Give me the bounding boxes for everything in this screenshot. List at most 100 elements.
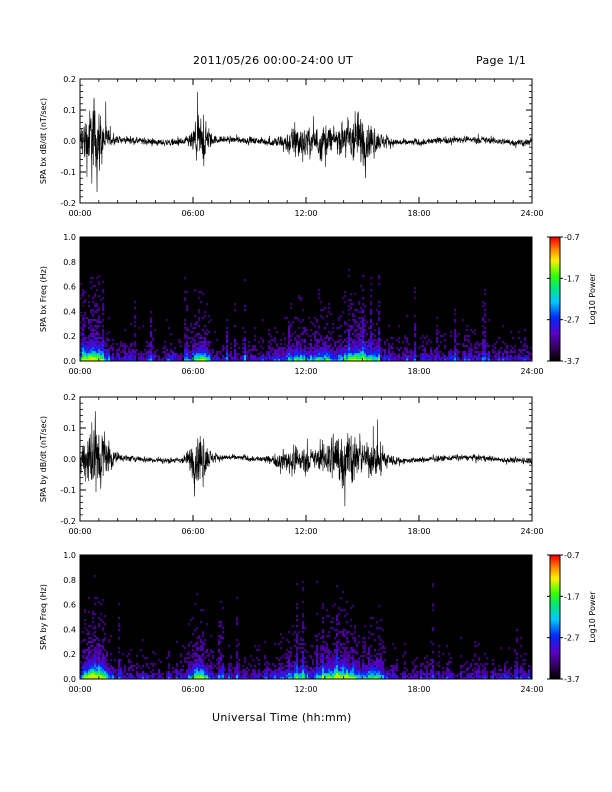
spectrogram-cell — [458, 351, 461, 354]
spectrogram-cell — [324, 667, 327, 670]
spectrogram-cell — [350, 357, 353, 360]
spectrogram-cell — [332, 359, 335, 362]
spectrogram-cell — [358, 677, 361, 680]
spectrogram-cell — [326, 615, 329, 618]
spectrogram-cell — [226, 675, 229, 678]
spectrogram-cell — [482, 317, 485, 320]
spectrogram-cell — [180, 669, 183, 672]
spectrogram-cell — [276, 357, 279, 360]
spectrogram-cell — [316, 349, 319, 352]
spectrogram-cell — [432, 643, 435, 646]
spectrogram-cell — [206, 667, 209, 670]
spectrogram-cell — [84, 313, 87, 316]
spectrogram-cell — [374, 355, 377, 358]
spectrogram-cell — [252, 347, 255, 350]
spectrogram-cell — [304, 677, 307, 680]
spectrogram-cell — [226, 357, 229, 360]
spectrogram-cell — [516, 355, 519, 358]
spectrogram-cell — [376, 355, 379, 358]
y-tick-label: -0.1 — [60, 486, 76, 495]
spectrogram-cell — [290, 667, 293, 670]
spectrogram-cell — [478, 345, 481, 348]
spectrogram-cell — [288, 671, 291, 674]
spectrogram-cell — [162, 351, 165, 354]
spectrogram-cell — [298, 357, 301, 360]
spectrogram-cell — [194, 343, 197, 346]
spectrogram-cell — [328, 615, 331, 618]
spectrogram-cell — [402, 675, 405, 678]
spectrogram-cell — [326, 655, 329, 658]
spectrogram-cell — [296, 317, 299, 320]
colorbar-swatch — [550, 327, 560, 331]
spectrogram-cell — [404, 663, 407, 666]
spectrogram-cell — [220, 667, 223, 670]
spectrogram-cell — [348, 673, 351, 676]
spectrogram-cell — [322, 353, 325, 356]
spectrogram-cell — [98, 625, 101, 628]
spectrogram-cell — [150, 319, 153, 322]
spectrogram-cell — [98, 325, 101, 328]
spectrogram-cell — [352, 663, 355, 666]
spectrogram-cell — [218, 643, 221, 646]
spectrogram-cell — [98, 307, 101, 310]
spectrogram-cell — [102, 353, 105, 356]
spectrogram-cell — [222, 663, 225, 666]
spectrogram-cell — [176, 357, 179, 360]
spectrogram-cell — [222, 671, 225, 674]
spectrogram-cell — [336, 355, 339, 358]
spectrogram-cell — [238, 359, 241, 362]
spectrogram-cell — [158, 357, 161, 360]
spectrogram-cell — [200, 675, 203, 678]
spectrogram-cell — [358, 337, 361, 340]
spectrogram-cell — [378, 337, 381, 340]
spectrogram-cell — [146, 657, 149, 660]
spectrogram-cell — [530, 359, 533, 362]
spectrogram-cell — [344, 353, 347, 356]
spectrogram-cell — [364, 667, 367, 670]
spectrogram-cell — [100, 671, 103, 674]
spectrogram-cell — [360, 347, 363, 350]
spectrogram-cell — [430, 677, 433, 680]
spectrogram-cell — [370, 671, 373, 674]
spectrogram-cell — [326, 359, 329, 362]
spectrogram-cell — [462, 671, 465, 674]
spectrogram-cell — [220, 601, 223, 604]
spectrogram-cell — [98, 653, 101, 656]
spectrogram-cell — [96, 667, 99, 670]
spectrogram-cell — [104, 351, 107, 354]
y-tick-label: 0.6 — [63, 601, 76, 610]
spectrogram-cell — [244, 673, 247, 676]
spectrogram-cell — [82, 319, 85, 322]
spectrogram-cell — [350, 677, 353, 680]
spectrogram-cell — [168, 675, 171, 678]
spectrogram-cell — [350, 325, 353, 328]
spectrogram-cell — [136, 349, 139, 352]
spectrogram-cell — [96, 337, 99, 340]
spectrogram-cell — [96, 349, 99, 352]
spectrogram-cell — [338, 639, 341, 642]
spectrogram-cell — [322, 355, 325, 358]
spectrogram-cell — [102, 345, 105, 348]
spectrogram-cell — [246, 675, 249, 678]
colorbar-swatch — [550, 583, 560, 587]
spectrogram-cell — [284, 317, 287, 320]
spectrogram-cell — [466, 675, 469, 678]
spectrogram-cell — [302, 353, 305, 356]
spectrogram-cell — [502, 673, 505, 676]
spectrogram-cell — [302, 671, 305, 674]
spectrogram-cell — [300, 351, 303, 354]
spectrogram-cell — [454, 357, 457, 360]
spectrogram-cell — [520, 355, 523, 358]
spectrogram-cell — [282, 663, 285, 666]
spectrogram-cell — [190, 673, 193, 676]
spectrogram-cell — [86, 657, 89, 660]
spectrogram-cell — [480, 671, 483, 674]
spectrogram-cell — [300, 651, 303, 654]
spectrogram-cell — [194, 653, 197, 656]
spectrogram-cell — [320, 673, 323, 676]
spectrogram-cell — [228, 673, 231, 676]
spectrogram-cell — [134, 665, 137, 668]
spectrogram-cell — [188, 643, 191, 646]
spectrogram-cell — [370, 341, 373, 344]
spectrogram-cell — [344, 659, 347, 662]
